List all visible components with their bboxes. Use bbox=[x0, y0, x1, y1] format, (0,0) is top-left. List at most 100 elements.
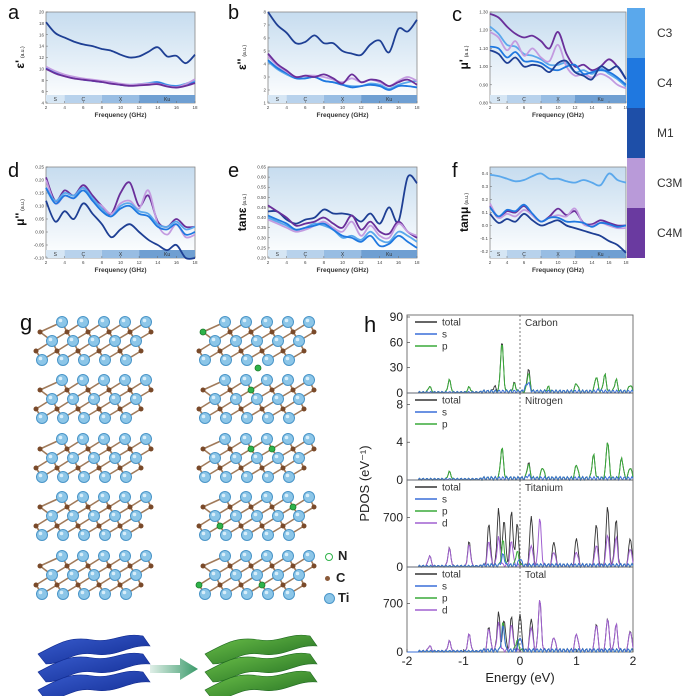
panel-label-f: f bbox=[452, 160, 458, 182]
x-tick-label: 8 bbox=[101, 260, 104, 265]
x-axis-label: Frequency (GHz) bbox=[316, 112, 368, 119]
ti-atom bbox=[262, 588, 274, 600]
ti-atom bbox=[88, 569, 100, 581]
ti-atom-highlight bbox=[221, 552, 226, 557]
x-tick-label: 4 bbox=[285, 260, 288, 265]
x-tick-label: 6 bbox=[82, 260, 85, 265]
series-line-c4 bbox=[267, 59, 418, 91]
colorbar-label-c3m: C3M bbox=[657, 176, 683, 190]
ti-atom bbox=[199, 412, 211, 424]
x-tick-label: -2 bbox=[402, 654, 413, 668]
band-C bbox=[286, 250, 324, 258]
ti-atom-highlight bbox=[111, 395, 116, 400]
ti-atom bbox=[220, 412, 232, 424]
c-atom bbox=[248, 563, 254, 569]
c-atom bbox=[148, 504, 154, 510]
x-tick-label: 14 bbox=[589, 260, 595, 265]
ti-atom bbox=[140, 316, 152, 328]
ti-atom bbox=[130, 510, 142, 522]
c-atom bbox=[138, 406, 144, 412]
y-tick-label: 8 bbox=[41, 78, 44, 83]
x-axis-label: Frequency (GHz) bbox=[532, 112, 584, 119]
ti-atom bbox=[240, 374, 252, 386]
band-label: X bbox=[119, 97, 123, 103]
y-tick-label: 0 bbox=[396, 386, 403, 400]
ti-atom bbox=[282, 433, 294, 445]
ti-atom-highlight bbox=[253, 454, 258, 459]
ti-atom bbox=[77, 491, 89, 503]
n-atom bbox=[195, 581, 203, 589]
ti-atom bbox=[109, 393, 121, 405]
ti-atom-highlight bbox=[253, 337, 258, 342]
y-tick-label: 0.15 bbox=[35, 191, 44, 196]
y-tick-label: -0.2 bbox=[480, 249, 488, 254]
ti-atom bbox=[140, 550, 152, 562]
c-atom bbox=[311, 329, 317, 335]
y-tick-label: 1.20 bbox=[479, 28, 488, 33]
ti-atom bbox=[120, 588, 132, 600]
colorbar-label-c3: C3 bbox=[657, 26, 673, 40]
series-line-m1 bbox=[45, 21, 196, 65]
ti-atom bbox=[109, 510, 121, 522]
y-tick-label: 700 bbox=[383, 597, 403, 611]
mxene-layer bbox=[33, 550, 154, 600]
ti-atom-highlight bbox=[305, 435, 310, 440]
ti-atom bbox=[78, 529, 90, 541]
ti-atom bbox=[199, 588, 211, 600]
c-atom bbox=[117, 523, 123, 529]
ti-atom bbox=[282, 374, 294, 386]
band-label: C bbox=[522, 252, 526, 258]
y-tick-label: 12 bbox=[39, 55, 45, 60]
c-atom bbox=[54, 406, 60, 412]
band-label: C bbox=[303, 252, 307, 258]
ti-atom bbox=[109, 335, 121, 347]
x-tick-label: 8 bbox=[101, 105, 104, 110]
ti-atom-highlight bbox=[274, 395, 279, 400]
c-atom bbox=[301, 348, 307, 354]
legend-label-d: d bbox=[442, 606, 448, 617]
ti-atom-highlight bbox=[79, 435, 84, 440]
c-atom bbox=[259, 465, 265, 471]
ti-atom bbox=[119, 316, 131, 328]
x-tick-label: 12 bbox=[359, 105, 365, 110]
c-atom bbox=[259, 523, 265, 529]
band-label: S bbox=[54, 97, 58, 103]
ti-atom-highlight bbox=[90, 571, 95, 576]
ti-atom-highlight bbox=[69, 512, 74, 517]
ti-atom bbox=[67, 569, 79, 581]
legend-ti: Ti bbox=[324, 590, 349, 605]
ti-atom bbox=[251, 569, 263, 581]
ti-atom bbox=[262, 471, 274, 483]
ti-atom bbox=[67, 335, 79, 347]
ti-atom bbox=[46, 452, 58, 464]
y-axis-label: PDOS (eV⁻¹) bbox=[357, 445, 372, 521]
ti-atom bbox=[78, 471, 90, 483]
ti-atom-highlight bbox=[284, 376, 289, 381]
c-atom bbox=[148, 446, 154, 452]
c-atom bbox=[85, 504, 91, 510]
series-line-c3 bbox=[45, 186, 196, 231]
y-tick-label: 6 bbox=[263, 36, 266, 41]
ti-atom-highlight bbox=[111, 512, 116, 517]
ti-atom bbox=[199, 471, 211, 483]
ti-atom-highlight bbox=[232, 512, 237, 517]
band-label: C bbox=[81, 97, 85, 103]
series-line-c3m bbox=[267, 218, 418, 240]
n-atom bbox=[247, 386, 255, 394]
ti-atom-highlight bbox=[222, 356, 227, 361]
x-tick-label: 10 bbox=[555, 260, 561, 265]
panel-label-a: a bbox=[8, 2, 20, 24]
c-atom bbox=[217, 582, 223, 588]
ti-atom bbox=[219, 491, 231, 503]
band-Ku bbox=[361, 95, 417, 103]
ti-atom bbox=[241, 529, 253, 541]
ti-atom-highlight bbox=[132, 571, 137, 576]
ti-atom-highlight bbox=[284, 552, 289, 557]
c-atom bbox=[64, 563, 70, 569]
ti-atom-highlight bbox=[111, 571, 116, 576]
y-tick-label: 0.20 bbox=[257, 256, 266, 261]
ti-atom bbox=[56, 491, 68, 503]
ti-atom-highlight bbox=[295, 512, 300, 517]
x-tick-label: 16 bbox=[174, 105, 180, 110]
y-tick-label: 1.00 bbox=[479, 64, 488, 69]
